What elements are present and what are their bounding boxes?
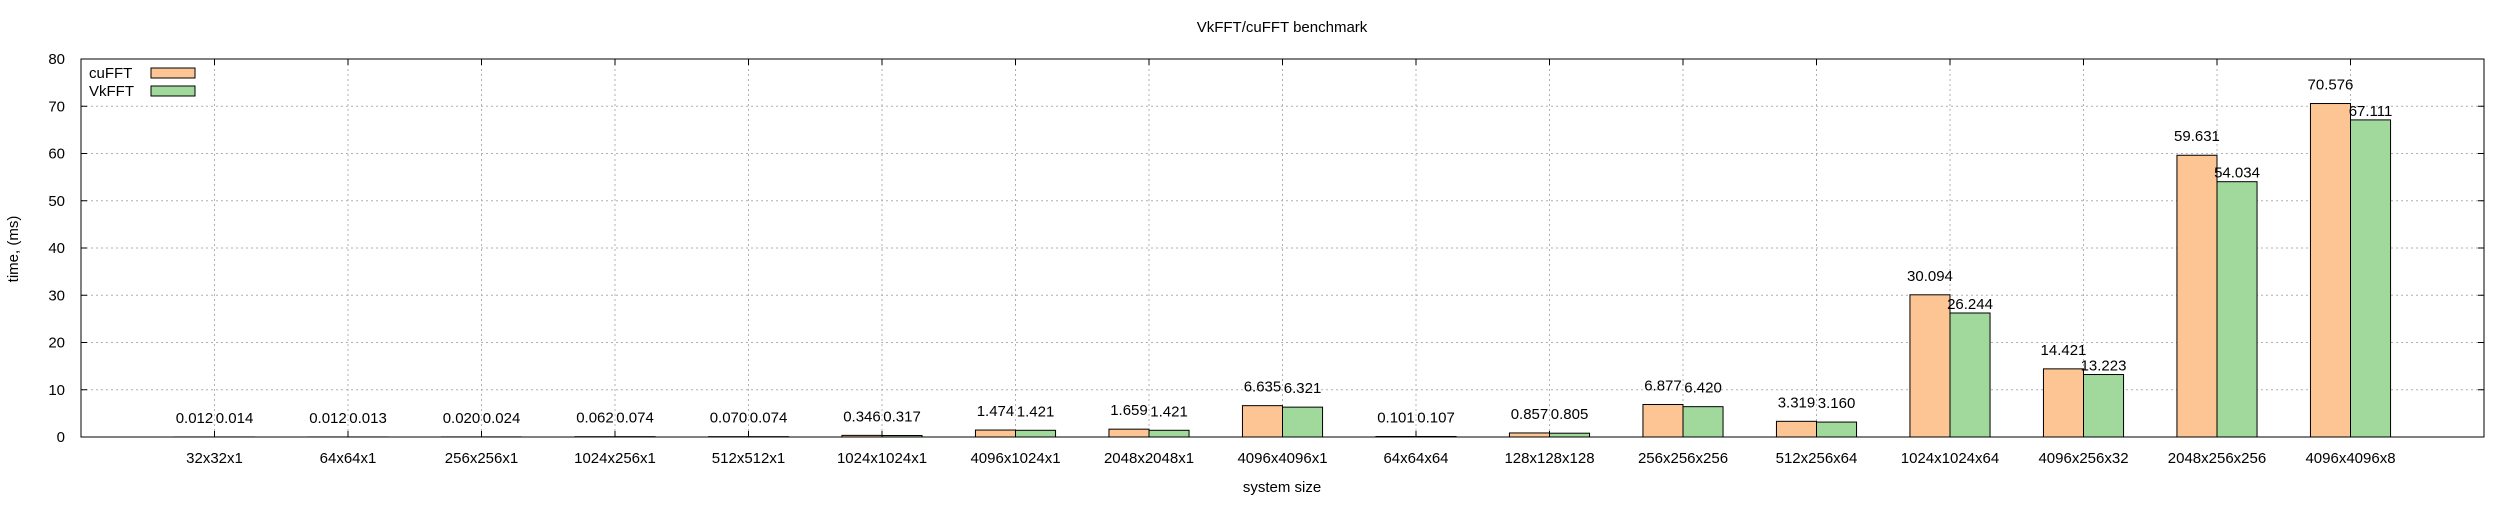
legend-swatch	[151, 86, 195, 96]
data-label: 0.107	[1417, 409, 1455, 426]
data-label: 59.631	[2174, 128, 2220, 145]
bar-cufft	[2177, 155, 2217, 437]
data-label: 0.014	[216, 410, 254, 427]
bar-vkfft	[1817, 422, 1857, 437]
bar-cufft	[1509, 433, 1549, 437]
legend-label: cuFFT	[89, 65, 132, 82]
bar-cufft	[1643, 405, 1683, 437]
y-tick-label: 50	[48, 193, 65, 210]
x-tick-label: 64x64x1	[320, 450, 377, 467]
bar-vkfft	[1149, 430, 1189, 437]
x-tick-label: 4096x1024x1	[970, 450, 1060, 467]
bar-vkfft	[1683, 407, 1723, 437]
data-label: 0.020	[443, 410, 481, 427]
data-label: 0.346	[843, 408, 881, 425]
bar-cufft	[1776, 421, 1816, 437]
x-tick-label: 4096x4096x1	[1237, 450, 1327, 467]
data-label: 30.094	[1907, 268, 1953, 285]
x-tick-label: 2048x256x256	[2168, 450, 2266, 467]
data-label: 13.223	[2081, 358, 2127, 375]
data-label: 0.074	[616, 410, 654, 427]
legend-label: VkFFT	[89, 83, 134, 100]
data-label: 0.101	[1377, 410, 1415, 427]
y-axis-label: time, (ms)	[5, 216, 22, 283]
data-label: 0.070	[710, 410, 748, 427]
bar-vkfft	[1950, 313, 1990, 437]
bar-vkfft	[2351, 120, 2391, 437]
data-label: 0.857	[1511, 406, 1549, 423]
x-tick-label: 1024x256x1	[574, 450, 656, 467]
data-label: 3.319	[1778, 394, 1816, 411]
bar-cufft	[1242, 406, 1282, 437]
data-label: 70.576	[2308, 77, 2354, 94]
bar-vkfft	[1550, 433, 1590, 437]
y-tick-label: 60	[48, 146, 65, 163]
x-tick-label: 4096x4096x8	[2305, 450, 2395, 467]
data-label: 54.034	[2214, 165, 2260, 182]
legend-swatch	[151, 68, 195, 78]
y-tick-label: 30	[48, 287, 65, 304]
data-label: 0.012	[176, 410, 214, 427]
data-label: 1.421	[1150, 403, 1188, 420]
bar-vkfft	[2217, 182, 2257, 437]
data-label: 1.474	[977, 403, 1015, 420]
x-tick-label: 2048x2048x1	[1104, 450, 1194, 467]
bar-cufft	[2043, 369, 2083, 437]
y-tick-label: 40	[48, 240, 65, 257]
x-tick-label: 1024x1024x64	[1901, 450, 1999, 467]
y-tick-label: 0	[57, 429, 65, 446]
x-tick-label: 256x256x1	[445, 450, 518, 467]
data-label: 0.012	[309, 410, 347, 427]
bar-cufft	[2310, 104, 2350, 437]
x-tick-label: 1024x1024x1	[837, 450, 927, 467]
data-label: 0.074	[750, 410, 788, 427]
bar-vkfft	[1283, 407, 1323, 437]
data-label: 0.024	[483, 410, 521, 427]
data-label: 6.877	[1644, 378, 1682, 395]
x-tick-label: 32x32x1	[186, 450, 243, 467]
y-tick-label: 10	[48, 382, 65, 399]
bar-vkfft	[1016, 430, 1056, 437]
data-label: 67.111	[2349, 103, 2393, 120]
chart-title: VkFFT/cuFFT benchmark	[1197, 19, 1368, 36]
x-tick-label: 512x512x1	[712, 450, 785, 467]
data-label: 1.421	[1017, 403, 1055, 420]
data-label: 0.317	[883, 409, 921, 426]
bar-cufft	[1109, 429, 1149, 437]
x-tick-label: 512x256x64	[1776, 450, 1858, 467]
data-label: 26.244	[1947, 296, 1993, 313]
x-tick-label: 128x128x128	[1504, 450, 1594, 467]
x-tick-label: 256x256x256	[1638, 450, 1728, 467]
data-label: 6.635	[1244, 379, 1282, 396]
data-label: 3.160	[1818, 395, 1856, 412]
y-tick-label: 70	[48, 98, 65, 115]
bar-vkfft	[2084, 375, 2124, 437]
y-tick-label: 80	[48, 51, 65, 68]
data-label: 6.321	[1284, 380, 1322, 397]
data-label: 6.420	[1684, 380, 1722, 397]
bar-cufft	[975, 430, 1015, 437]
data-label: 0.062	[576, 410, 614, 427]
data-label: 0.013	[349, 410, 387, 427]
x-tick-label: 64x64x64	[1383, 450, 1448, 467]
bar-cufft	[1910, 295, 1950, 437]
y-tick-label: 20	[48, 335, 65, 352]
x-axis-label: system size	[1243, 479, 1321, 496]
data-label: 0.805	[1551, 406, 1589, 423]
data-label: 1.659	[1110, 402, 1148, 419]
data-label: 14.421	[2041, 342, 2087, 359]
x-tick-label: 4096x256x32	[2038, 450, 2128, 467]
